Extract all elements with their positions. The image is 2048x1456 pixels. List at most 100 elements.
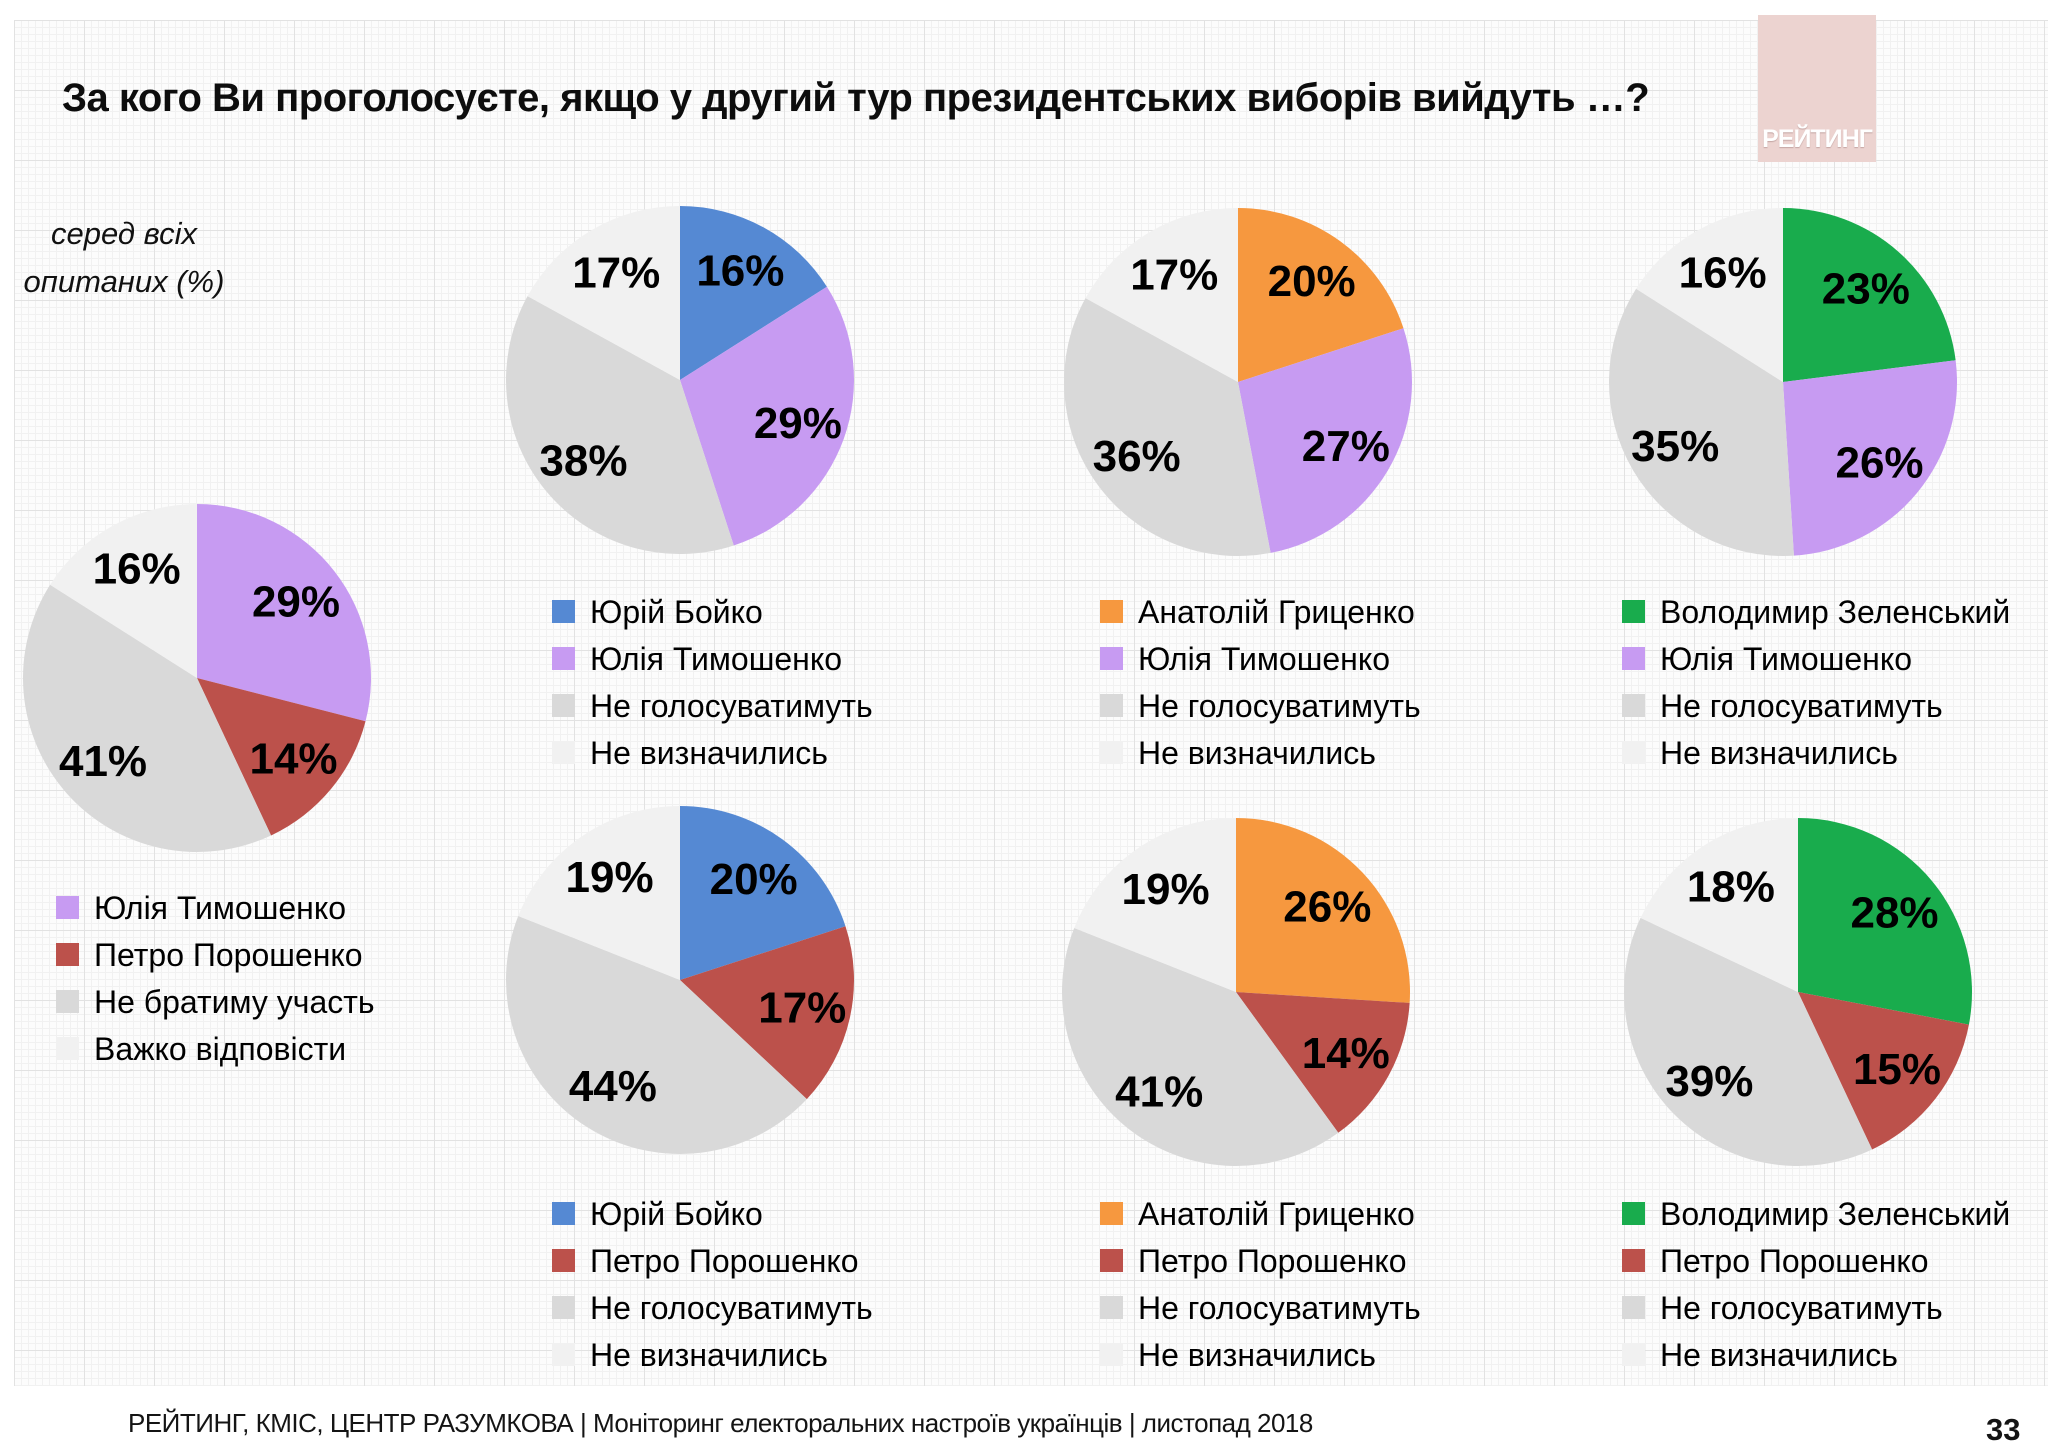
slice-value-label: 26% (1835, 438, 1923, 487)
pie-slice-zelensky-vs-tymoshenko-3 (1636, 208, 1783, 382)
slice-value-label: 14% (249, 734, 337, 783)
legend-item: Не голосуватимуть (1622, 1284, 2010, 1331)
pie-slice-boyko-vs-tymoshenko-3 (527, 206, 680, 380)
legend-item: Важко відповісти (56, 1025, 375, 1072)
legend-hrytsenko-vs-tymoshenko: Анатолій Гриценко Юлія Тимошенко Не голосу… (1100, 588, 1421, 776)
legend-swatch-icon (1622, 694, 1645, 717)
slice-value-label: 20% (1268, 257, 1356, 306)
pie-slice-hrytsenko-vs-poroshenko-3 (1074, 818, 1236, 992)
legend-swatch-icon (552, 1343, 575, 1366)
legend-label: Не голосуватимуть (1660, 687, 1943, 724)
legend-item: Анатолій Гриценко (1100, 1190, 1421, 1237)
pie-slice-boyko-vs-poroshenko-0 (680, 806, 846, 980)
legend-label: Володимир Зеленський (1660, 593, 2011, 630)
legend-item: Петро Порошенко (552, 1237, 873, 1284)
legend-label: Не голосуватимуть (1660, 1289, 1943, 1326)
slice-value-label: 16% (1679, 249, 1767, 298)
pie-slice-hrytsenko-vs-tymoshenko-2 (1064, 298, 1271, 556)
legend-label: Петро Порошенко (590, 1242, 859, 1279)
pie-slice-tymoshenko-vs-poroshenko-3 (50, 504, 197, 678)
pie-slice-hrytsenko-vs-tymoshenko-0 (1238, 208, 1404, 382)
legend-swatch-icon (552, 1296, 575, 1319)
pie-zelensky-vs-tymoshenko: 23% 26% 35% 16% (1609, 208, 1957, 556)
legend-boyko-vs-tymoshenko: Юрій Бойко Юлія Тимошенко Не голосуватимут… (552, 588, 873, 776)
slice-value-label: 26% (1283, 883, 1371, 932)
legend-item: Юлія Тимошенко (56, 884, 375, 931)
legend-swatch-icon (1100, 1343, 1123, 1366)
legend-item: Не визначились (1622, 729, 2010, 776)
legend-label: Не голосуватимуть (590, 1289, 873, 1326)
footer-source-text: РЕЙТИНГ, КМІС, ЦЕНТР РАЗУМКОВА | Монітор… (128, 1408, 1313, 1438)
pie-slice-zelensky-vs-tymoshenko-0 (1783, 208, 1956, 382)
legend-swatch-icon (56, 943, 79, 966)
legend-swatch-icon (1100, 1249, 1123, 1272)
legend-item: Петро Порошенко (56, 931, 375, 978)
subtitle-line-1: серед всіх (50, 216, 197, 251)
page-number: 33 (1986, 1412, 2021, 1447)
pie-zelensky-vs-poroshenko: 28% 15% 39% 18% (1624, 818, 1972, 1166)
legend-label: Юлія Тимошенко (590, 640, 842, 677)
slice-value-label: 20% (710, 855, 798, 904)
legend-zelensky-vs-poroshenko: Володимир Зеленський Петро Порошенко Не го… (1622, 1190, 2010, 1378)
slice-value-label: 35% (1631, 422, 1719, 471)
legend-label: Не визначились (590, 1336, 828, 1373)
slice-value-label: 17% (1130, 251, 1218, 300)
slice-value-label: 29% (754, 399, 842, 448)
pie-boyko-vs-tymoshenko: 16% 29% 38% 17% (506, 206, 854, 554)
legend-item: Не визначились (1100, 1331, 1421, 1378)
legend-label: Юлія Тимошенко (1138, 640, 1390, 677)
legend-item: Володимир Зеленський (1622, 588, 2010, 635)
pie-slice-zelensky-vs-tymoshenko-2 (1609, 288, 1794, 556)
subtitle-note: серед всіх опитаних (%) (18, 210, 230, 306)
slice-value-label: 41% (59, 737, 147, 786)
legend-swatch-icon (1100, 741, 1123, 764)
pie-slice-hrytsenko-vs-poroshenko-1 (1236, 992, 1410, 1133)
legend-item: Не голосуватимуть (552, 682, 873, 729)
slice-value-label: 18% (1687, 863, 1775, 912)
legend-swatch-icon (1100, 600, 1123, 623)
legend-label: Не голосуватимуть (590, 687, 873, 724)
pie-slice-hrytsenko-vs-tymoshenko-1 (1238, 328, 1412, 553)
slice-value-label: 41% (1115, 1067, 1203, 1116)
legend-item: Анатолій Гриценко (1100, 588, 1421, 635)
slice-value-label: 36% (1093, 432, 1181, 481)
slice-value-label: 39% (1665, 1057, 1753, 1106)
legend-label: Не визначились (1660, 734, 1898, 771)
legend-swatch-icon (1100, 1296, 1123, 1319)
legend-label: Анатолій Гриценко (1138, 1195, 1415, 1232)
pie-slice-zelensky-vs-poroshenko-0 (1798, 818, 1972, 1025)
legend-swatch-icon (1100, 1202, 1123, 1225)
pie-slice-hrytsenko-vs-poroshenko-0 (1236, 818, 1410, 1003)
legend-swatch-icon (1622, 600, 1645, 623)
legend-item: Юрій Бойко (552, 1190, 873, 1237)
legend-swatch-icon (56, 896, 79, 919)
rating-logo: РЕЙТИНГ (1758, 15, 1876, 162)
pie-slice-boyko-vs-tymoshenko-2 (506, 296, 734, 554)
legend-item: Не визначились (1622, 1331, 2010, 1378)
legend-zelensky-vs-tymoshenko: Володимир Зеленський Юлія Тимошенко Не гол… (1622, 588, 2010, 776)
slice-value-label: 17% (572, 249, 660, 298)
legend-swatch-icon (552, 1249, 575, 1272)
legend-item: Юрій Бойко (552, 588, 873, 635)
legend-label: Не голосуватимуть (1138, 687, 1421, 724)
legend-swatch-icon (1622, 647, 1645, 670)
legend-tymoshenko-vs-poroshenko: Юлія Тимошенко Петро Порошенко Не братиму … (56, 884, 375, 1072)
legend-item: Не визначились (552, 729, 873, 776)
subtitle-line-2: опитаних (%) (23, 264, 225, 299)
slice-value-label: 17% (758, 984, 846, 1033)
legend-swatch-icon (552, 1202, 575, 1225)
legend-hrytsenko-vs-poroshenko: Анатолій Гриценко Петро Порошенко Не голос… (1100, 1190, 1421, 1378)
legend-item: Не голосуватимуть (1100, 682, 1421, 729)
pie-slice-zelensky-vs-poroshenko-1 (1798, 992, 1969, 1150)
pie-slice-tymoshenko-vs-poroshenko-0 (197, 504, 371, 722)
legend-label: Не братиму участь (94, 983, 375, 1020)
legend-swatch-icon (552, 600, 575, 623)
pie-slice-boyko-vs-tymoshenko-0 (680, 206, 827, 380)
legend-swatch-icon (1622, 1296, 1645, 1319)
legend-item: Не голосуватимуть (1622, 682, 2010, 729)
slice-value-label: 19% (566, 853, 654, 902)
legend-swatch-icon (552, 647, 575, 670)
legend-swatch-icon (1622, 1343, 1645, 1366)
legend-item: Юлія Тимошенко (1100, 635, 1421, 682)
slice-value-label: 16% (696, 247, 784, 296)
